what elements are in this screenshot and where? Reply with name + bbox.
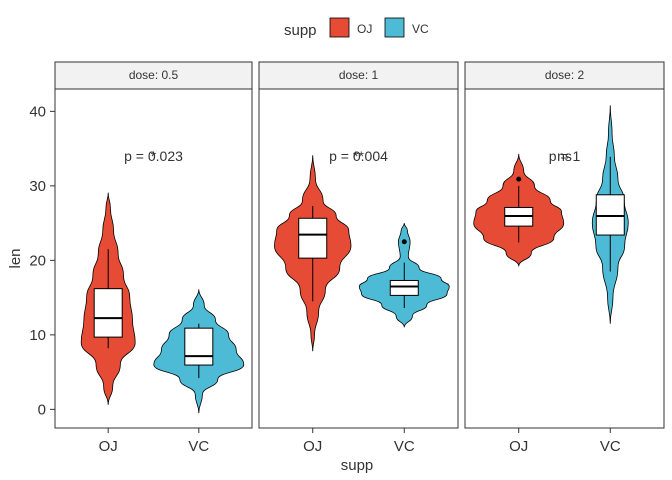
panel-border xyxy=(54,88,253,429)
panel-border xyxy=(464,88,665,429)
facet-strip xyxy=(258,61,459,90)
facet-strip xyxy=(54,61,253,90)
p-value-label: p = 0.004 xyxy=(329,148,388,164)
p-value-label: p = 0.023 xyxy=(124,148,183,164)
legend-key-oj xyxy=(329,17,350,38)
y-tick-label: 10 xyxy=(29,327,46,344)
box xyxy=(389,279,419,296)
y-tick-label: 40 xyxy=(29,103,46,120)
significance-label: ns xyxy=(557,148,572,164)
facet-strip-label: dose: 0.5 xyxy=(129,68,179,82)
y-tick-label: 20 xyxy=(29,252,46,269)
x-tick-label: OJ xyxy=(303,438,322,455)
legend-label-oj: OJ xyxy=(357,22,372,36)
significance-label: ** xyxy=(353,148,364,164)
y-tick-label: 0 xyxy=(38,401,46,418)
y-axis: 0 10 20 30 40 xyxy=(29,103,55,418)
group-vc xyxy=(153,289,245,414)
y-tick-label: 30 xyxy=(29,178,46,195)
p-value-label: p = 1 xyxy=(549,148,581,164)
outlier-point xyxy=(401,239,407,245)
y-axis-label: len xyxy=(7,248,24,268)
group-oj xyxy=(473,153,565,267)
group-vc xyxy=(358,222,450,328)
box xyxy=(298,217,328,259)
group-oj xyxy=(80,192,136,405)
x-tick-label: VC xyxy=(394,438,415,455)
x-axis-label: supp xyxy=(341,457,374,474)
x-tick-label: VC xyxy=(600,438,621,455)
facet-strip-label: dose: 1 xyxy=(339,68,379,82)
facet-strip-label: dose: 2 xyxy=(545,68,585,82)
box xyxy=(595,194,625,236)
outlier-point xyxy=(516,176,522,182)
x-tick-label: OJ xyxy=(99,438,118,455)
significance-label: * xyxy=(151,148,157,164)
facet-panel-2: dose: 1 OJ VC p = 0.004** xyxy=(258,61,459,455)
group-oj xyxy=(274,154,352,352)
x-tick-label: VC xyxy=(188,438,209,455)
facet-panel-1: dose: 0.5 OJ VC p = 0.023* xyxy=(54,61,253,455)
panel-border xyxy=(258,88,459,429)
box xyxy=(93,288,123,338)
box xyxy=(184,327,214,366)
legend-title: supp xyxy=(284,22,317,39)
legend-label-vc: VC xyxy=(412,22,429,36)
facet-panel-3: dose: 2 OJ VC p = 1ns xyxy=(464,61,665,455)
group-vc xyxy=(591,104,629,324)
x-tick-label: OJ xyxy=(509,438,528,455)
legend-key-vc xyxy=(384,17,405,38)
